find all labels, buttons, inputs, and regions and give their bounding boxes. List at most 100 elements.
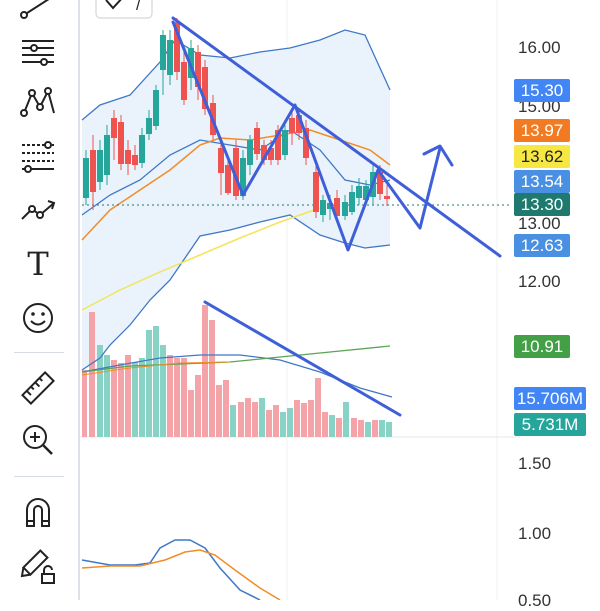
oscillator-axis-tick: 1.00 [518,524,552,543]
toolbar-divider [14,352,64,353]
volume-bar [336,418,342,437]
candle [327,203,333,209]
candle [218,148,224,173]
zoom-in-tool-icon [23,425,53,455]
price-label-bollinger-upper: 15.30 [514,79,570,102]
text-tool-icon: T [27,245,49,283]
candle [356,186,362,198]
candle [303,128,309,158]
volume-bar [322,412,328,437]
volume-ma-label-green: 10.91 [514,335,570,358]
candle [289,118,295,133]
zigzag-pattern-drawing[interactable] [171,20,442,252]
pattern-tool[interactable] [14,82,62,122]
toolbar-border [78,0,80,600]
candle [363,186,369,200]
price-label-ma-orange: 13.97 [514,119,570,142]
candle [97,150,103,182]
candle [282,130,288,155]
volume-bar [386,422,392,437]
volume-bars [82,305,392,437]
volume-bar [146,330,152,437]
price-label-ma-yellow: 13.62 [514,145,570,168]
text-tool[interactable]: T [14,244,62,284]
candle [320,200,326,215]
volume-bar [181,358,187,437]
candle [268,148,274,160]
price-axis-tick: 12.00 [518,272,561,291]
magnet-tool[interactable] [14,494,62,534]
volume-bar [259,398,265,437]
resistance-trendline[interactable] [171,16,502,258]
candle [111,118,117,138]
candle [125,150,131,164]
volume-bar [266,410,272,437]
candle [233,148,239,196]
candle [195,52,201,87]
candle [296,115,302,133]
volume-bar [223,380,229,437]
forecast-tool-icon [21,200,56,220]
volume-bar [167,355,173,437]
volume-bar [273,405,279,437]
top-indicator-badge[interactable] [95,0,153,19]
volume-trendline[interactable] [203,300,402,417]
ruler-tool[interactable] [14,368,62,408]
candle [342,202,348,216]
volume-bar [82,370,87,437]
price-axis-tick: 16.00 [518,38,561,57]
volume-bar [301,403,307,437]
candle [349,192,355,212]
horizontal-lines-tool[interactable] [14,32,62,72]
volume-bar [118,363,124,437]
candle [83,158,89,198]
volume-bar [343,402,349,437]
magnet-tool-icon [26,498,50,527]
stock-chart[interactable]: / [80,0,600,600]
volume-bar [245,398,251,437]
oscillator-line-orange [81,549,281,600]
price-label-bollinger-lower: 12.63 [514,234,570,257]
fib-retracement-tool-icon [22,141,54,173]
zoom-in-tool[interactable] [14,420,62,460]
volume-ma-orange [81,361,231,376]
volume-bar [216,385,222,437]
lock-drawing-tool[interactable] [14,546,62,586]
candle [160,35,166,70]
candle [313,172,319,212]
candle [139,135,145,163]
candle [146,118,152,134]
volume-bar [188,390,194,437]
emoji-tool[interactable] [14,298,62,338]
bollinger-lower [81,214,391,371]
fib-retracement-tool[interactable] [14,136,62,176]
horizontal-lines-tool-icon [22,40,54,66]
candle [384,196,390,199]
candle [254,128,260,154]
trend-line-tool[interactable] [14,0,62,26]
price-axis-tick: 13.00 [518,214,561,233]
lock-drawing-tool-icon [20,549,55,584]
volume-bar [315,378,321,437]
moving-average-yellow [81,207,321,311]
volume-bar [209,320,215,437]
volume-bar [195,375,201,437]
oscillator-line-blue [81,539,261,600]
volume-bar [280,412,286,437]
top-indicator-text: / [136,0,141,14]
volume-bar [351,418,357,437]
volume-bar [160,345,166,437]
candlesticks [83,18,390,222]
pattern-tool-icon [20,87,55,117]
forecast-tool[interactable] [14,190,62,230]
volume-bar [358,420,364,437]
volume-ma-label-blue: 15.706M [514,387,586,410]
volume-bar [153,326,159,437]
oscillator-axis-tick: 1.50 [518,454,552,473]
volume-bar [125,355,131,437]
candle [275,130,281,160]
volume-bar [329,415,335,437]
ruler-tool-icon [21,371,55,405]
candle [240,158,246,196]
candle [261,145,267,160]
